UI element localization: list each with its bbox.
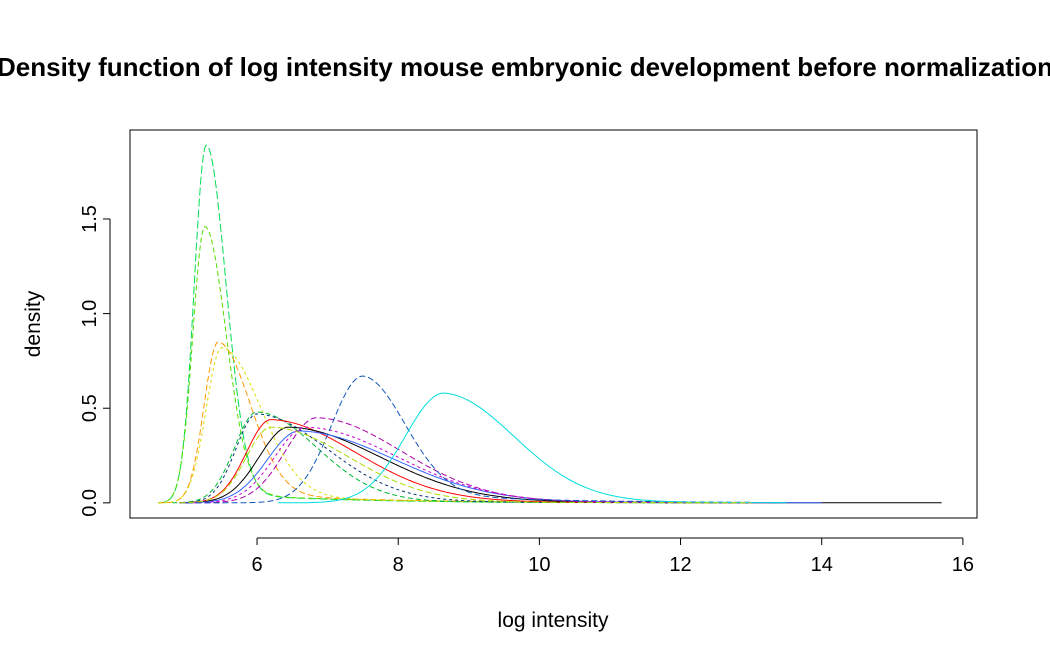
density-line-3 [158,341,737,504]
density-line-1 [158,144,716,504]
y-tick-label: 0.0 [79,489,101,517]
y-axis-label: density [22,290,45,357]
density-line-13 [278,392,787,504]
y-tick-label: 0.5 [79,394,101,422]
x-tick-label: 10 [528,554,550,576]
y-tick-label: 1.0 [79,300,101,328]
plot-frame [129,129,978,519]
y-tick-label: 1.5 [79,205,101,233]
density-line-4 [158,347,737,504]
x-tick-label: 14 [811,554,833,576]
density-line-14 [179,426,752,504]
density-line-5 [172,411,752,504]
density-line-11 [186,426,773,504]
density-line-7 [179,419,787,504]
density-line-6 [179,413,752,504]
x-tick-label: 12 [669,554,691,576]
chart-title: Density function of log intensity mouse … [0,52,1050,82]
x-axis-label: log intensity [498,609,609,632]
density-line-12 [186,375,752,504]
density-line-10 [186,417,773,504]
x-tick-label: 6 [251,554,262,576]
y-axis: 0.0 0.5 1.0 1.5 [79,205,111,517]
x-tick-label: 16 [952,554,974,576]
x-axis: 6 8 10 12 14 16 [251,537,974,576]
x-tick-label: 8 [393,554,404,576]
density-lines [158,144,942,504]
